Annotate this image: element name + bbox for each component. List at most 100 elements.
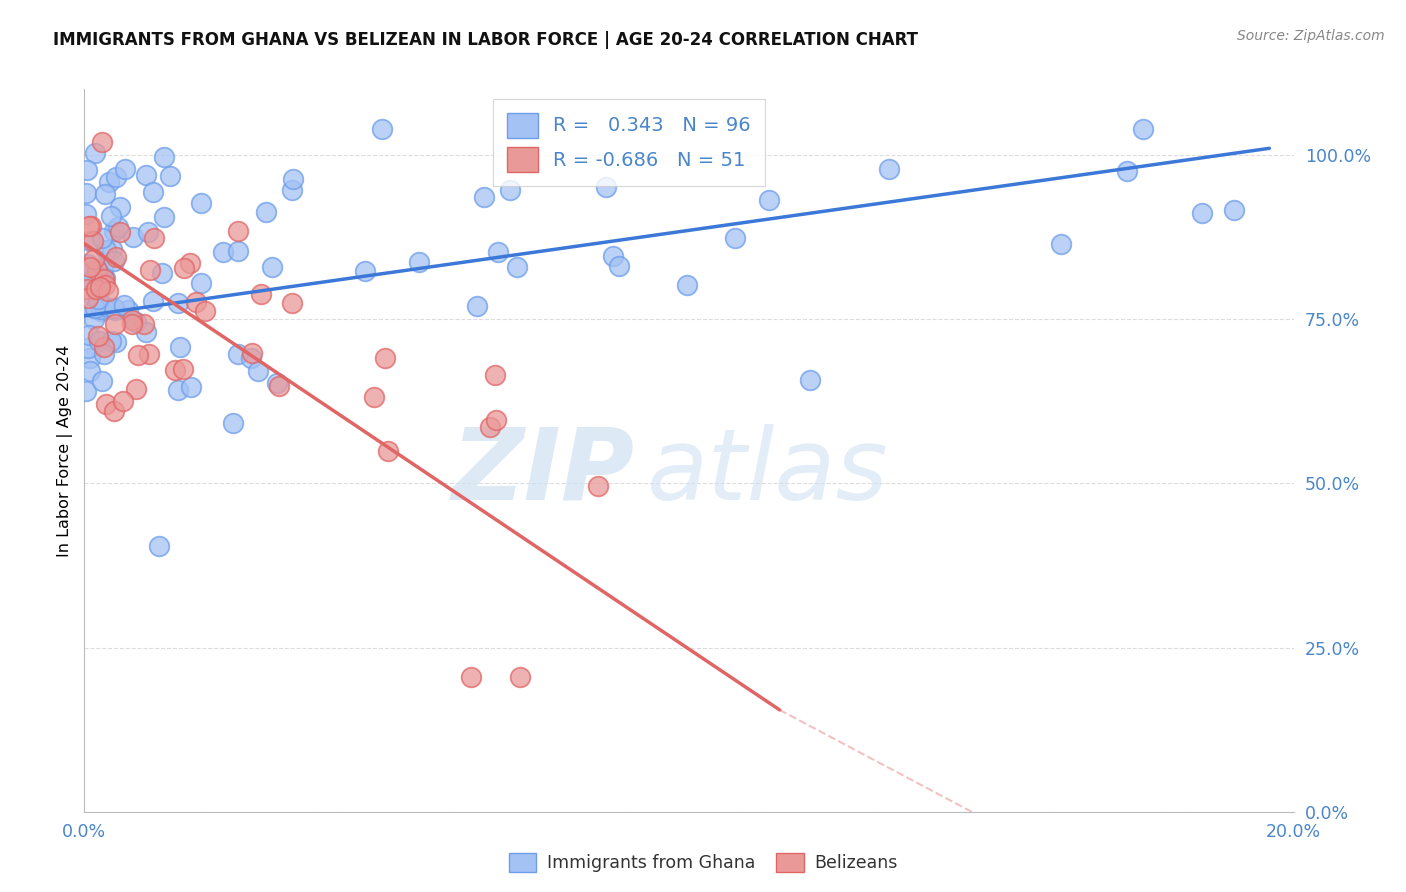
Point [179,255,201,269]
Point [254,205,277,219]
Point [94,278,117,293]
Point [226,244,249,258]
Point [194,304,217,318]
Point [80,300,103,314]
Point [132,317,155,331]
Point [96,397,118,411]
Point [87,334,110,349]
Point [105,334,128,349]
Legend: Immigrants from Ghana, Belizeans: Immigrants from Ghana, Belizeans [502,846,904,879]
Point [799,373,821,387]
Point [90,135,112,149]
Point [107,219,129,234]
Point [79,234,101,248]
Point [77,257,100,271]
Point [75,186,97,201]
Point [138,347,160,361]
Point [104,169,127,184]
Point [93,346,115,360]
Point [94,186,117,201]
Point [167,383,190,397]
Point [135,168,157,182]
Text: IMMIGRANTS FROM GHANA VS BELIZEAN IN LABOR FORCE | AGE 20-24 CORRELATION CHART: IMMIGRANTS FROM GHANA VS BELIZEAN IN LAB… [53,31,918,49]
Text: atlas: atlas [647,424,889,521]
Point [91,261,114,276]
Point [472,190,495,204]
Point [90,231,112,245]
Point [83,301,105,315]
Point [112,393,135,408]
Point [190,276,212,290]
Point [83,252,105,266]
Point [76,282,98,296]
Point [112,298,135,312]
Point [249,287,271,301]
Point [377,443,399,458]
Point [266,376,288,390]
Point [79,260,101,274]
Point [89,280,111,294]
Point [79,364,101,378]
Point [103,404,125,418]
Point [169,340,191,354]
Point [486,244,509,259]
Point [465,299,488,313]
Point [90,302,112,317]
Point [77,341,100,355]
Y-axis label: In Labor Force | Age 20-24: In Labor Force | Age 20-24 [58,344,73,557]
Point [159,169,181,183]
Point [77,328,100,343]
Point [1191,205,1213,219]
Point [100,209,122,223]
Point [103,224,125,238]
Point [77,271,100,285]
Point [100,334,122,348]
Point [93,299,115,313]
Point [98,176,121,190]
Point [114,161,136,176]
Point [484,368,506,383]
Point [228,347,250,361]
Point [105,250,128,264]
Point [142,293,165,308]
Point [121,313,143,327]
Point [76,163,98,178]
Point [76,291,98,305]
Point [142,230,165,244]
Point [226,224,249,238]
Point [180,380,202,394]
Point [190,196,212,211]
Point [676,277,699,292]
Point [374,351,396,365]
Point [247,364,270,378]
Point [90,304,112,318]
Point [211,244,233,259]
Point [595,179,617,194]
Point [108,200,131,214]
Point [354,264,377,278]
Point [77,219,100,233]
Point [499,183,522,197]
Point [104,317,127,331]
Point [363,391,385,405]
Point [80,219,103,234]
Point [82,274,104,288]
Point [262,260,284,275]
Point [121,229,143,244]
Point [602,249,624,263]
Point [281,183,304,197]
Point [82,234,104,248]
Point [758,193,780,207]
Point [139,263,162,277]
Point [83,146,105,161]
Point [588,479,610,493]
Point [117,303,139,318]
Point [87,270,110,285]
Point [172,361,194,376]
Point [1223,203,1246,218]
Point [1049,237,1071,252]
Point [75,384,97,398]
Point [479,420,502,434]
Point [240,351,263,366]
Point [93,340,115,354]
